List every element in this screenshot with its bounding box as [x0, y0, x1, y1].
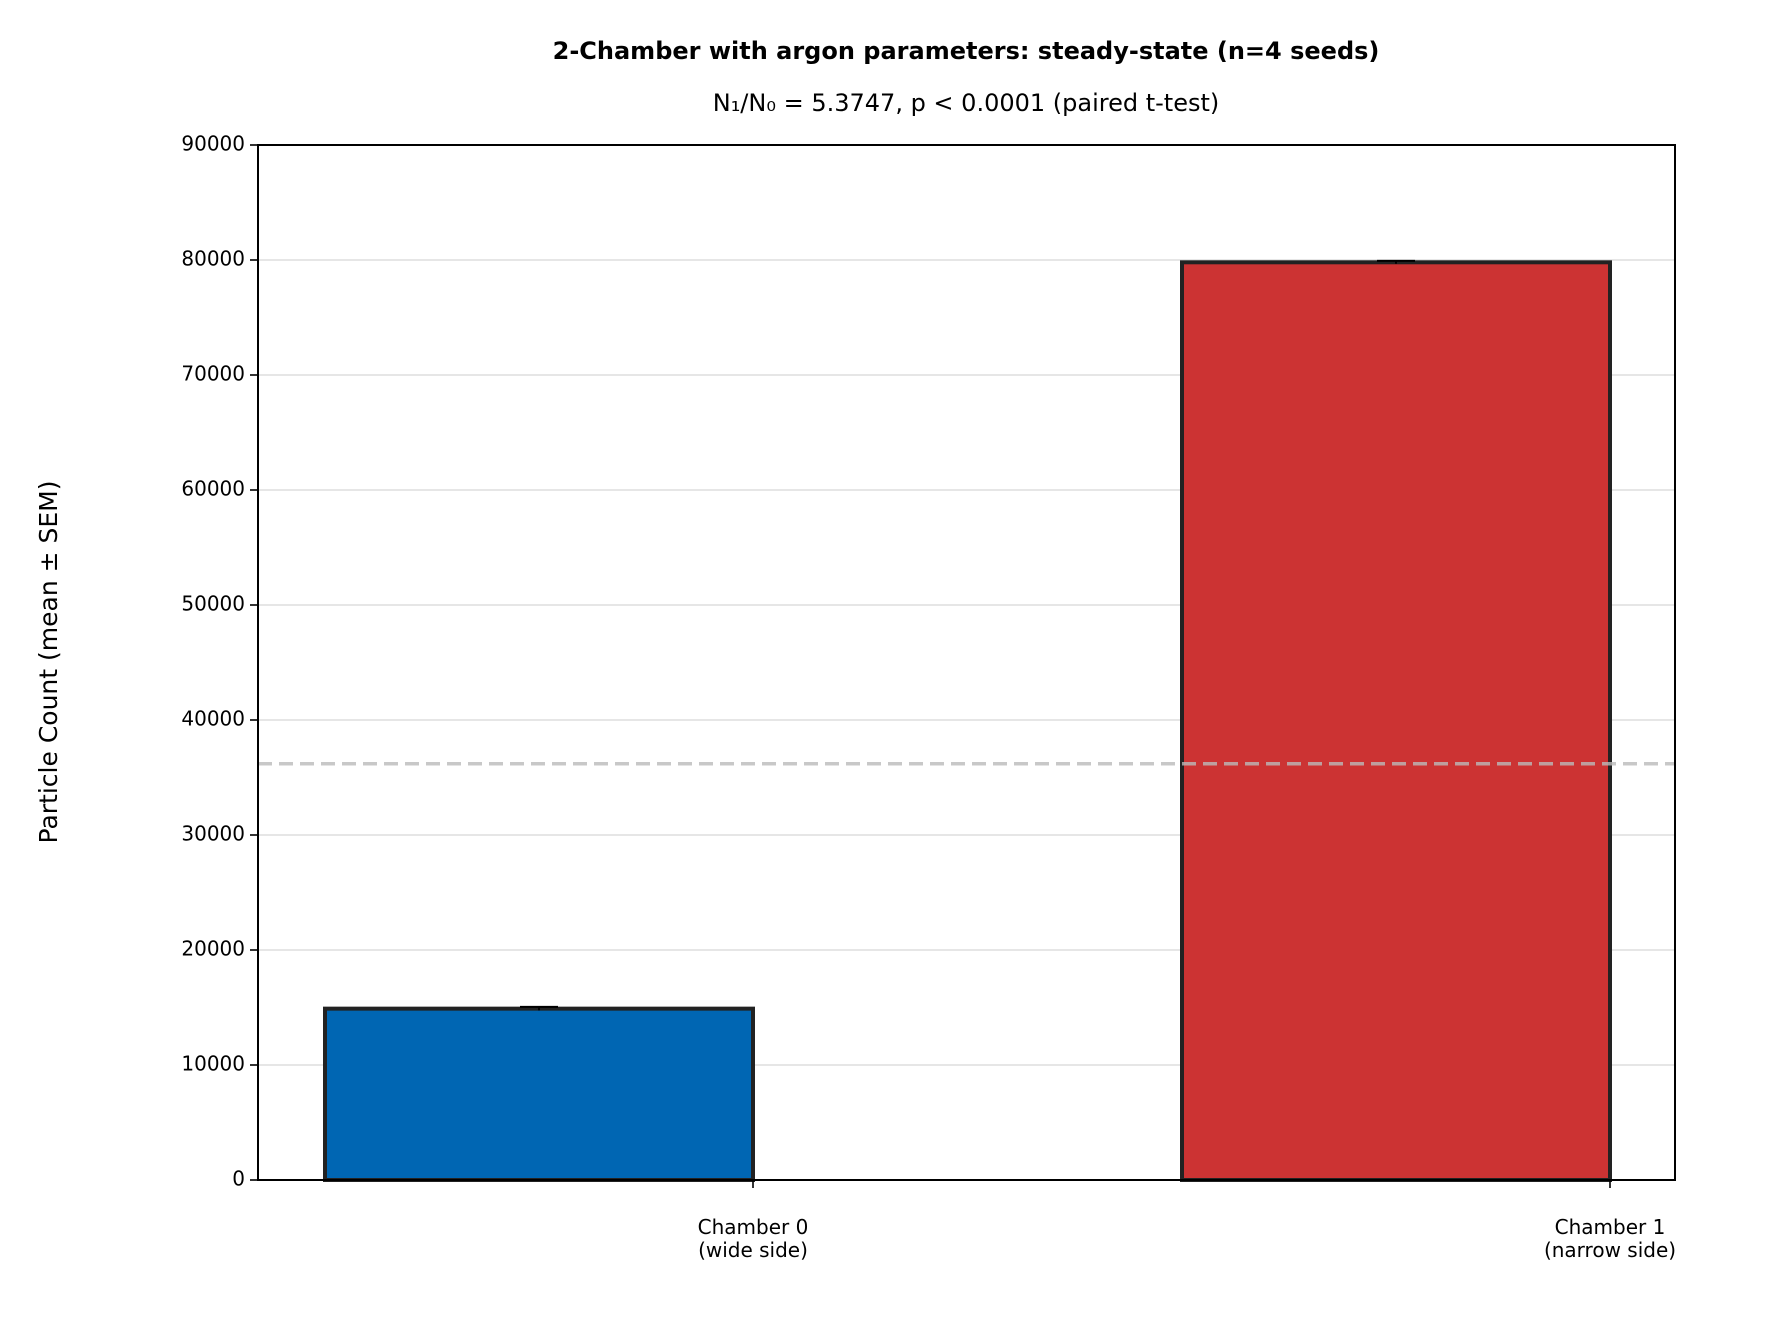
y-tick-label: 90000 [181, 132, 245, 156]
x-tick-label: Chamber 1 (narrow side) [1544, 1215, 1676, 1262]
y-axis-label: Particle Count (mean ± SEM) [34, 481, 63, 844]
x-tick-label: Chamber 0 (wide side) [698, 1215, 809, 1262]
chart-title: 2-Chamber with argon parameters: steady-… [553, 37, 1380, 65]
y-tick-label: 60000 [181, 477, 245, 501]
y-tick-label: 30000 [181, 822, 245, 846]
bar [323, 1006, 755, 1183]
y-tick-label: 80000 [181, 247, 245, 271]
plot-frame [257, 144, 1676, 1181]
y-tick-label: 50000 [181, 592, 245, 616]
bar [1180, 260, 1612, 1182]
y-tick-label: 20000 [181, 937, 245, 961]
chart-subtitle: N₁/N₀ = 5.3747, p < 0.0001 (paired t-tes… [713, 89, 1220, 117]
y-tick-label: 10000 [181, 1052, 245, 1076]
y-tick-label: 0 [232, 1167, 245, 1191]
y-tick-label: 40000 [181, 707, 245, 731]
y-tick-label: 70000 [181, 362, 245, 386]
